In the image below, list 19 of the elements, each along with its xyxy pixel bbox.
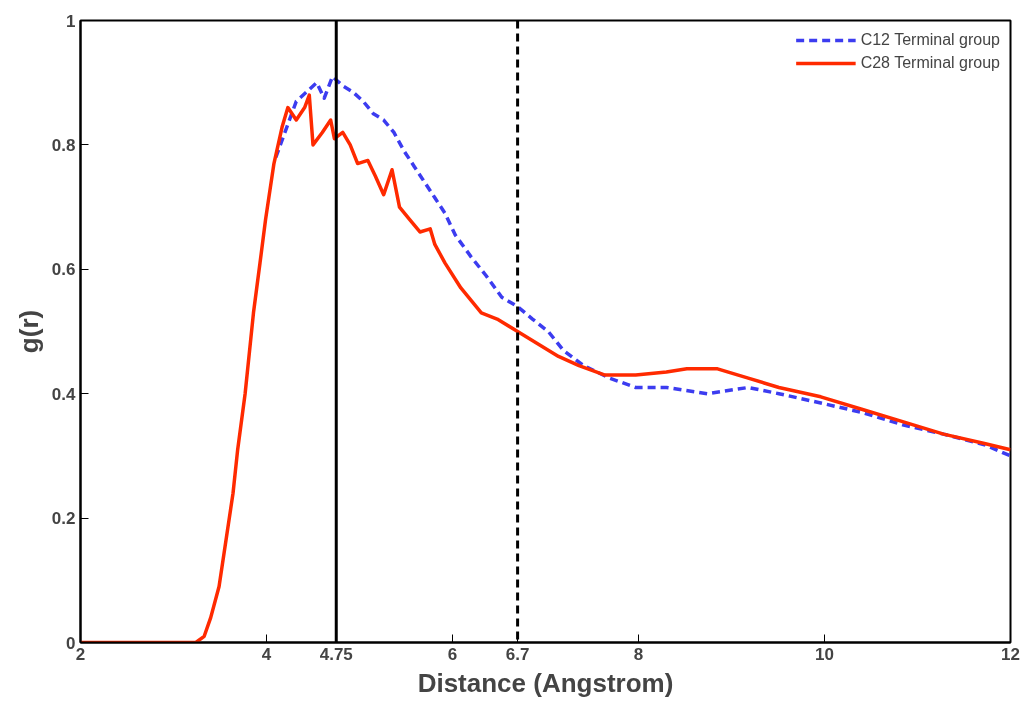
legend-label: C28 Terminal group	[860, 54, 1000, 72]
x-tick-label: 4	[261, 644, 272, 664]
x-tick-label: 2	[75, 644, 86, 664]
x-axis-title: Distance (Angstrom)	[417, 667, 674, 698]
y-tick-label: 0.8	[51, 135, 76, 155]
x-tick-label: 12	[1001, 644, 1020, 664]
y-tick-label: 0.4	[51, 384, 77, 404]
line-series	[274, 74, 1011, 458]
y-tick-label: 0.2	[51, 509, 76, 529]
x-tick-label: 6	[447, 644, 458, 664]
x-tick-label: 8	[633, 644, 644, 664]
legend-label: C12 Terminal group	[860, 31, 1000, 49]
y-tick-label: 0	[66, 633, 76, 653]
y-axis-title: g(r)	[13, 309, 44, 354]
x-tick-label: 10	[815, 644, 834, 664]
x-tick-label: 6.7	[505, 644, 530, 664]
x-tick-label: 4.75	[319, 644, 353, 664]
y-tick-label: 0.6	[51, 260, 76, 280]
y-tick-label: 1	[66, 11, 76, 31]
